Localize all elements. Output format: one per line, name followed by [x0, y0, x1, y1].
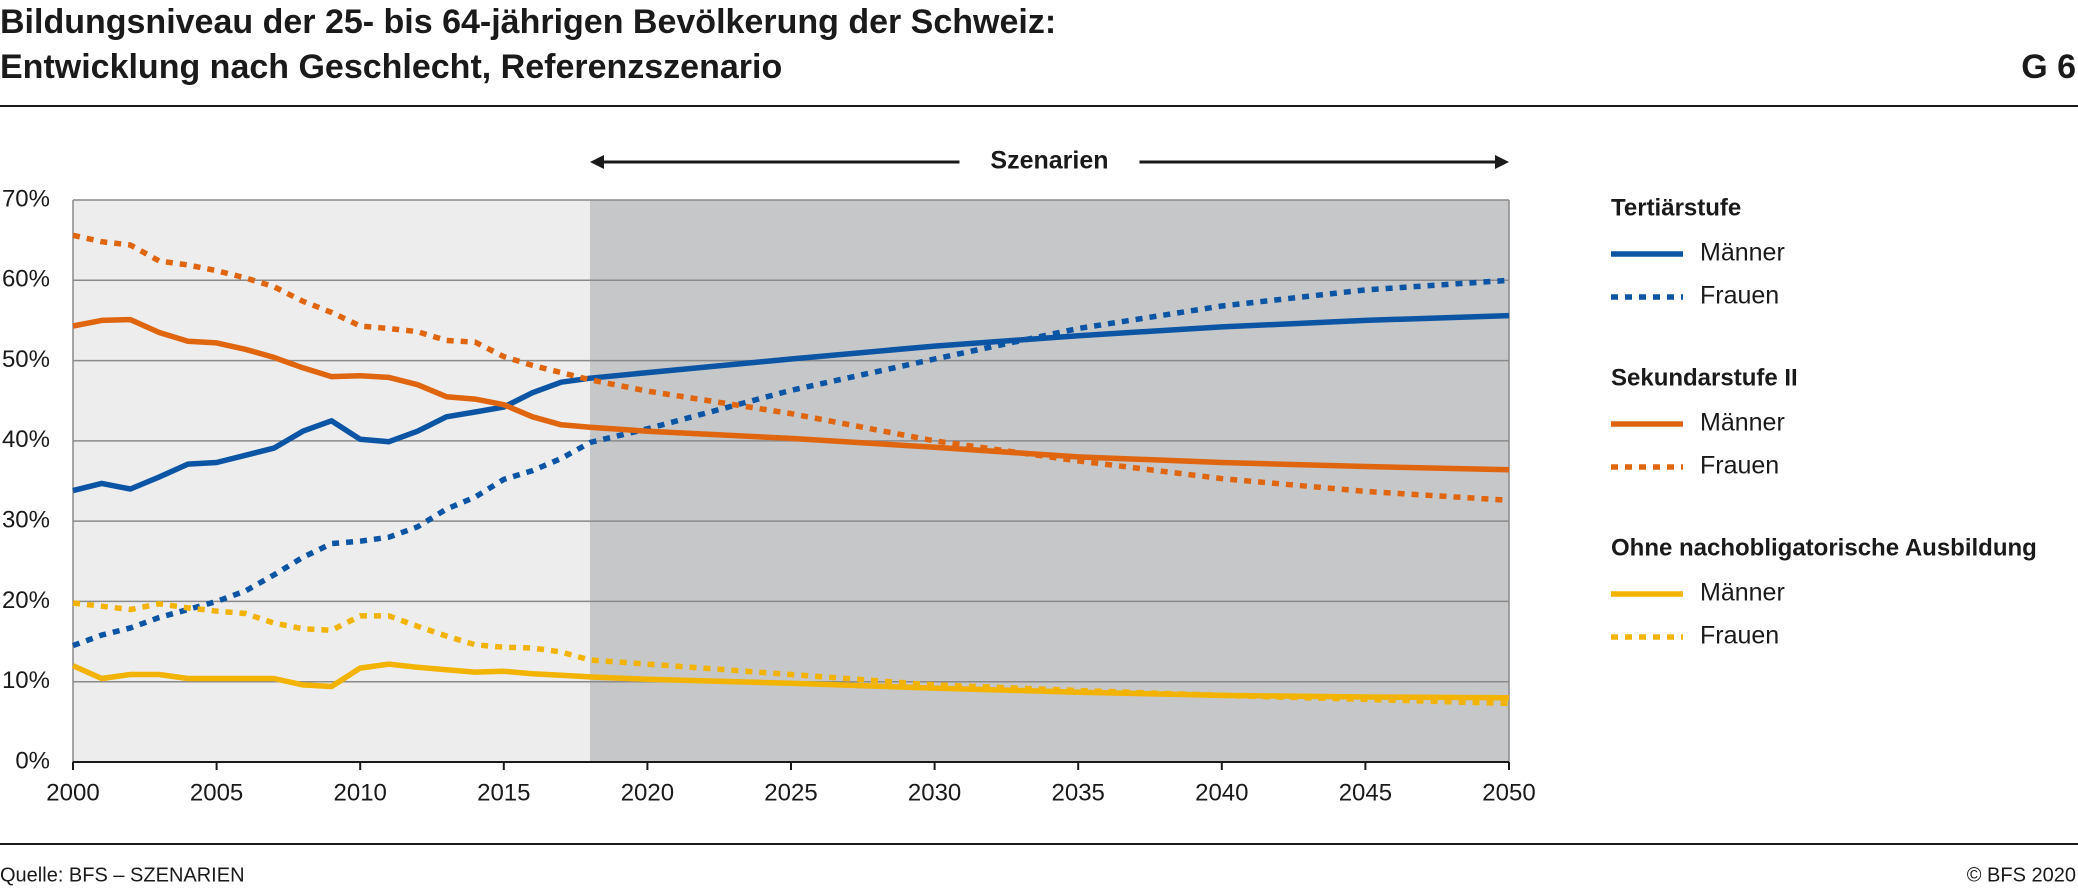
legend-label: Männer: [1700, 409, 1785, 437]
legend-label: Frauen: [1700, 622, 1779, 650]
figure-number: G 6: [2021, 48, 2076, 86]
source: Quelle: BFS – SZENARIEN: [0, 864, 245, 886]
series-line: [72, 316, 1510, 473]
legend-label: Frauen: [1700, 282, 1779, 310]
y-tick-label: 70%: [2, 185, 50, 212]
y-tick-label: 0%: [15, 747, 50, 774]
y-tick-label: 30%: [2, 506, 50, 533]
chart-title: Bildungsniveau der 25- bis 64-jährigen B…: [0, 3, 1056, 41]
scenario-label: Szenarien: [990, 147, 1108, 175]
y-tick-label: 40%: [2, 426, 50, 453]
x-tick-label: 2030: [908, 779, 961, 806]
x-tick-label: 2015: [477, 779, 530, 806]
x-tick-label: 2035: [1052, 779, 1105, 806]
legend-group-title: Tertiärstufe: [1611, 194, 1741, 221]
x-tick-label: 2040: [1195, 779, 1248, 806]
y-tick-label: 10%: [2, 667, 50, 694]
legend-label: Frauen: [1700, 452, 1779, 480]
y-tick-label: 50%: [2, 346, 50, 373]
legend-label: Männer: [1700, 239, 1785, 267]
x-tick-label: 2010: [334, 779, 387, 806]
y-tick-label: 60%: [2, 266, 50, 293]
series-line: [72, 277, 1510, 649]
copyright: © BFS 2020: [1967, 864, 2076, 886]
x-tick-label: 2005: [190, 779, 243, 806]
legend-label: Männer: [1700, 579, 1785, 607]
chart-title: Entwicklung nach Geschlecht, Referenzsze…: [0, 48, 782, 86]
scenario-area: [589, 200, 1509, 762]
arrow-head: [1495, 155, 1509, 169]
series-line: [71, 661, 1510, 701]
legend-group-title: Ohne nachobligatorische Ausbildung: [1611, 534, 2037, 561]
arrow-head: [589, 155, 604, 169]
series-line: [72, 600, 1510, 707]
x-tick-label: 2050: [1482, 779, 1535, 806]
x-tick-label: 2020: [621, 779, 674, 806]
x-tick-label: 2045: [1339, 779, 1392, 806]
series-line: [72, 312, 1510, 494]
x-tick-label: 2000: [46, 779, 99, 806]
x-tick-label: 2025: [764, 779, 817, 806]
legend-group-title: Sekundarstufe II: [1611, 364, 1798, 391]
y-tick-label: 20%: [2, 587, 50, 614]
